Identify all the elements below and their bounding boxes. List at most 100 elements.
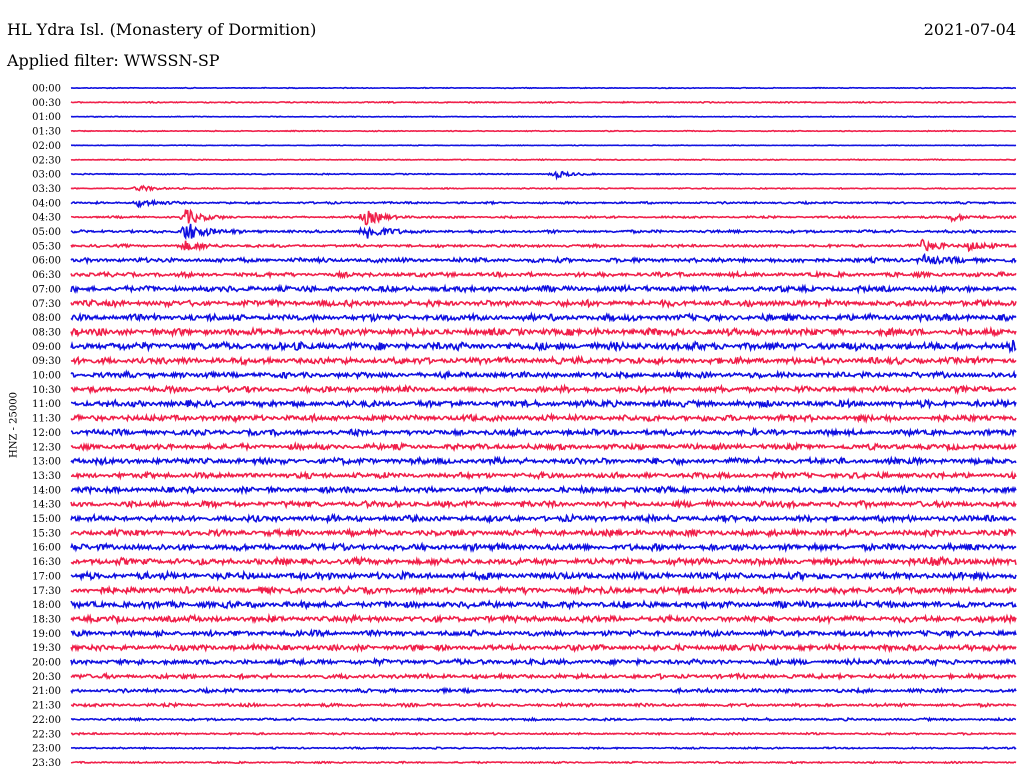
trace-line <box>70 455 1017 467</box>
row-label: 13:30 <box>32 471 61 482</box>
trace-line <box>70 612 1017 626</box>
row-label: 18:30 <box>32 614 61 625</box>
trace-line <box>70 569 1017 583</box>
row-label: 22:30 <box>32 729 61 740</box>
row-label: 14:30 <box>32 500 61 511</box>
row-label: 09:30 <box>32 356 61 367</box>
row-label: 04:30 <box>32 213 61 224</box>
row-label: 01:30 <box>32 127 61 138</box>
row-label: 14:00 <box>32 485 61 496</box>
row-label: 05:30 <box>32 241 61 252</box>
seismic-traces <box>70 86 1017 765</box>
row-label: 00:00 <box>32 84 61 95</box>
trace-line <box>70 470 1017 481</box>
trace-line <box>70 555 1017 568</box>
row-label: 01:00 <box>32 112 61 123</box>
row-label: 19:30 <box>32 643 61 654</box>
trace-line <box>70 526 1017 539</box>
trace-line <box>70 297 1017 309</box>
filter-label: Applied filter: WWSSN-SP <box>7 51 220 70</box>
row-label: 02:00 <box>32 141 61 152</box>
trace-line <box>70 685 1017 695</box>
trace-line <box>70 383 1017 396</box>
row-label: 19:00 <box>32 629 61 640</box>
row-label: 11:00 <box>32 399 61 410</box>
trace-line <box>70 541 1017 554</box>
row-label: 06:00 <box>32 256 61 267</box>
trace-line <box>70 746 1017 751</box>
row-label: 21:00 <box>32 686 61 697</box>
row-label: 12:00 <box>32 428 61 439</box>
row-label: 02:30 <box>32 155 61 166</box>
trace-line <box>70 671 1017 681</box>
row-label: 03:00 <box>32 170 61 181</box>
row-label: 20:00 <box>32 658 61 669</box>
trace-line <box>70 129 1017 133</box>
trace-line <box>70 184 1017 193</box>
row-label: 21:30 <box>32 701 61 712</box>
trace-line <box>70 208 1017 226</box>
row-label: 08:30 <box>32 327 61 338</box>
trace-line <box>70 158 1017 162</box>
trace-line <box>70 100 1017 105</box>
trace-line <box>70 701 1017 709</box>
trace-line <box>70 311 1017 324</box>
date-label: 2021-07-04 <box>923 20 1016 39</box>
trace-line <box>70 628 1017 640</box>
row-label: 09:00 <box>32 342 61 353</box>
row-label: 15:00 <box>32 514 61 525</box>
trace-line <box>70 252 1017 266</box>
row-label: 13:00 <box>32 457 61 468</box>
row-label: 15:30 <box>32 528 61 539</box>
row-label: 04:00 <box>32 198 61 209</box>
trace-line <box>70 369 1017 381</box>
trace-line <box>70 325 1017 339</box>
trace-line <box>70 115 1017 119</box>
trace-line <box>70 426 1017 438</box>
trace-line <box>70 440 1017 453</box>
row-label: 20:30 <box>32 672 61 683</box>
row-label: 10:00 <box>32 371 61 382</box>
trace-line <box>70 412 1017 425</box>
trace-line <box>70 483 1017 496</box>
row-label: 18:00 <box>32 600 61 611</box>
trace-line <box>70 86 1017 90</box>
trace-line <box>70 716 1017 723</box>
trace-line <box>70 512 1017 525</box>
row-label: 07:30 <box>32 299 61 310</box>
row-label: 11:30 <box>32 414 61 425</box>
row-label: 12:30 <box>32 442 61 453</box>
trace-line <box>70 397 1017 410</box>
trace-line <box>70 238 1017 253</box>
trace-line <box>70 598 1017 611</box>
row-label: 06:30 <box>32 270 61 281</box>
row-label: 08:00 <box>32 313 61 324</box>
row-label: 00:30 <box>32 98 61 109</box>
row-label: 16:30 <box>32 557 61 568</box>
trace-line <box>70 642 1017 654</box>
row-label: 23:30 <box>32 758 61 769</box>
trace-line <box>70 283 1017 295</box>
row-label: 07:00 <box>32 284 61 295</box>
station-title: HL Ydra Isl. (Monastery of Dormition) <box>7 20 317 39</box>
trace-line <box>70 760 1017 765</box>
trace-line <box>70 170 1017 181</box>
trace-line <box>70 339 1017 354</box>
trace-line <box>70 656 1017 668</box>
row-labels: 00:00 00:30 01:00 01:30 02:00 02:30 03:00 03:30… <box>32 84 61 769</box>
row-label: 10:30 <box>32 385 61 396</box>
row-label: 03:30 <box>32 184 61 195</box>
row-label: 23:00 <box>32 744 61 755</box>
trace-line <box>70 198 1017 209</box>
trace-line <box>70 269 1017 280</box>
trace-line <box>70 223 1017 241</box>
row-label: 17:00 <box>32 571 61 582</box>
row-label: 16:00 <box>32 543 61 554</box>
trace-line <box>70 354 1017 367</box>
row-label: 22:00 <box>32 715 61 726</box>
row-label: 05:00 <box>32 227 61 238</box>
trace-line <box>70 584 1017 597</box>
row-label: 17:30 <box>32 586 61 597</box>
trace-line <box>70 144 1017 147</box>
